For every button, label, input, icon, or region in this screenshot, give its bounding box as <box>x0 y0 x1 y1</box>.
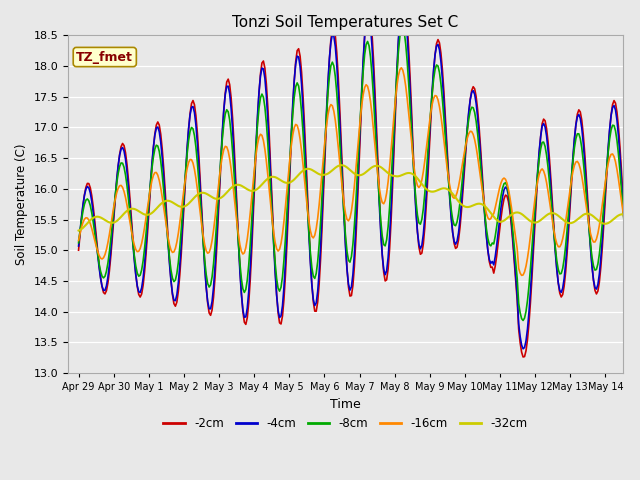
-8cm <box>399 24 406 30</box>
-16cm <box>94 249 102 254</box>
Line: -8cm: -8cm <box>79 27 640 321</box>
Y-axis label: Soil Temperature (C): Soil Temperature (C) <box>15 144 28 265</box>
-32cm <box>111 219 119 225</box>
-2cm <box>519 354 527 360</box>
-4cm <box>637 181 640 187</box>
-32cm <box>75 228 83 233</box>
-4cm <box>364 10 371 16</box>
-16cm <box>518 273 525 278</box>
-8cm <box>364 38 371 44</box>
-4cm <box>562 261 570 266</box>
-16cm <box>397 65 405 71</box>
-8cm <box>111 192 119 198</box>
-4cm <box>94 252 102 257</box>
Line: -2cm: -2cm <box>79 0 640 357</box>
Line: -16cm: -16cm <box>79 68 640 276</box>
-8cm <box>94 252 102 257</box>
-32cm <box>477 201 484 207</box>
-2cm <box>75 247 83 253</box>
-32cm <box>365 167 373 172</box>
-16cm <box>477 175 484 180</box>
-2cm <box>111 197 119 203</box>
-2cm <box>637 189 640 195</box>
-16cm <box>562 219 570 225</box>
-16cm <box>635 183 640 189</box>
-16cm <box>75 238 83 243</box>
-4cm <box>635 206 640 212</box>
-2cm <box>477 144 484 150</box>
-8cm <box>562 243 570 249</box>
X-axis label: Time: Time <box>330 397 361 410</box>
Line: -32cm: -32cm <box>79 165 640 230</box>
-32cm <box>337 162 345 168</box>
-2cm <box>562 269 570 275</box>
-32cm <box>94 214 102 219</box>
-16cm <box>637 172 640 178</box>
-4cm <box>519 346 527 352</box>
-32cm <box>634 221 640 227</box>
-4cm <box>477 152 484 158</box>
-32cm <box>637 222 640 228</box>
-8cm <box>637 176 640 181</box>
-2cm <box>94 248 102 253</box>
-4cm <box>111 192 119 198</box>
-2cm <box>635 215 640 220</box>
-8cm <box>477 163 484 168</box>
Legend: -2cm, -4cm, -8cm, -16cm, -32cm: -2cm, -4cm, -8cm, -16cm, -32cm <box>159 412 532 434</box>
-8cm <box>75 240 83 246</box>
-16cm <box>364 84 371 89</box>
-32cm <box>560 218 568 224</box>
Line: -4cm: -4cm <box>79 0 640 349</box>
-16cm <box>111 196 119 202</box>
Title: Tonzi Soil Temperatures Set C: Tonzi Soil Temperatures Set C <box>232 15 459 30</box>
-4cm <box>399 0 406 2</box>
-8cm <box>519 318 527 324</box>
-2cm <box>364 4 371 10</box>
-4cm <box>75 243 83 249</box>
Text: TZ_fmet: TZ_fmet <box>76 50 133 63</box>
-8cm <box>635 195 640 201</box>
